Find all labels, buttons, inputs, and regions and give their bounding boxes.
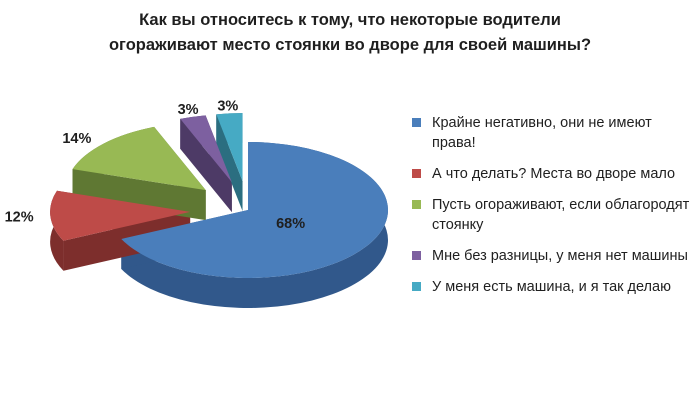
pie-slice-4 (216, 113, 243, 182)
pie-value-label-4: 3% (217, 98, 238, 114)
legend-swatch-1 (412, 169, 421, 178)
legend-item-1: А что делать? Места во дворе мало (412, 164, 697, 184)
legend-label-2: Пусть огораживают, если облагородят стоя… (432, 197, 690, 233)
legend-label-3: Мне без разницы, у меня нет машины (432, 248, 688, 264)
pie-slice-wall-start-4 (216, 114, 243, 212)
legend-swatch-3 (412, 251, 421, 260)
pie-tops (50, 113, 388, 279)
legend-item-4: У меня есть машина, и я так делаю (412, 277, 697, 297)
legend-label-1: А что делать? Места во дворе мало (432, 166, 676, 182)
pie-value-label-0: 68% (276, 216, 305, 232)
legend-label-0: Крайне негативно, они не имеют права! (432, 115, 652, 151)
pie-value-labels: 68% 12% 14% 3% 3% (5, 98, 306, 232)
pie-slice-2 (72, 126, 206, 191)
pie-value-label-2: 14% (62, 131, 91, 147)
pie-slice-wall-start-2 (72, 169, 206, 221)
legend-swatch-4 (412, 282, 421, 291)
pie-slice-3 (180, 115, 232, 183)
pie-value-label-3: 3% (178, 102, 199, 118)
legend-swatch-2 (412, 200, 421, 209)
legend-item-3: Мне без разницы, у меня нет машины (412, 246, 697, 266)
pie-slice-0 (121, 142, 388, 279)
legend: Крайне негативно, они не имеют права! А ч… (412, 113, 697, 308)
pie-value-label-1: 12% (5, 210, 34, 226)
chart-title: Как вы относитесь к тому, что некоторые … (108, 11, 592, 54)
legend-label-4: У меня есть машина, и я так делаю (432, 279, 671, 295)
pie-slice-1 (50, 190, 191, 241)
legend-swatch-0 (412, 118, 421, 127)
pie-slice-wall-start-3 (180, 118, 232, 213)
legend-item-2: Пусть огораживают, если облагородят стоя… (412, 195, 697, 235)
legend-item-0: Крайне негативно, они не имеют права! (412, 113, 697, 153)
